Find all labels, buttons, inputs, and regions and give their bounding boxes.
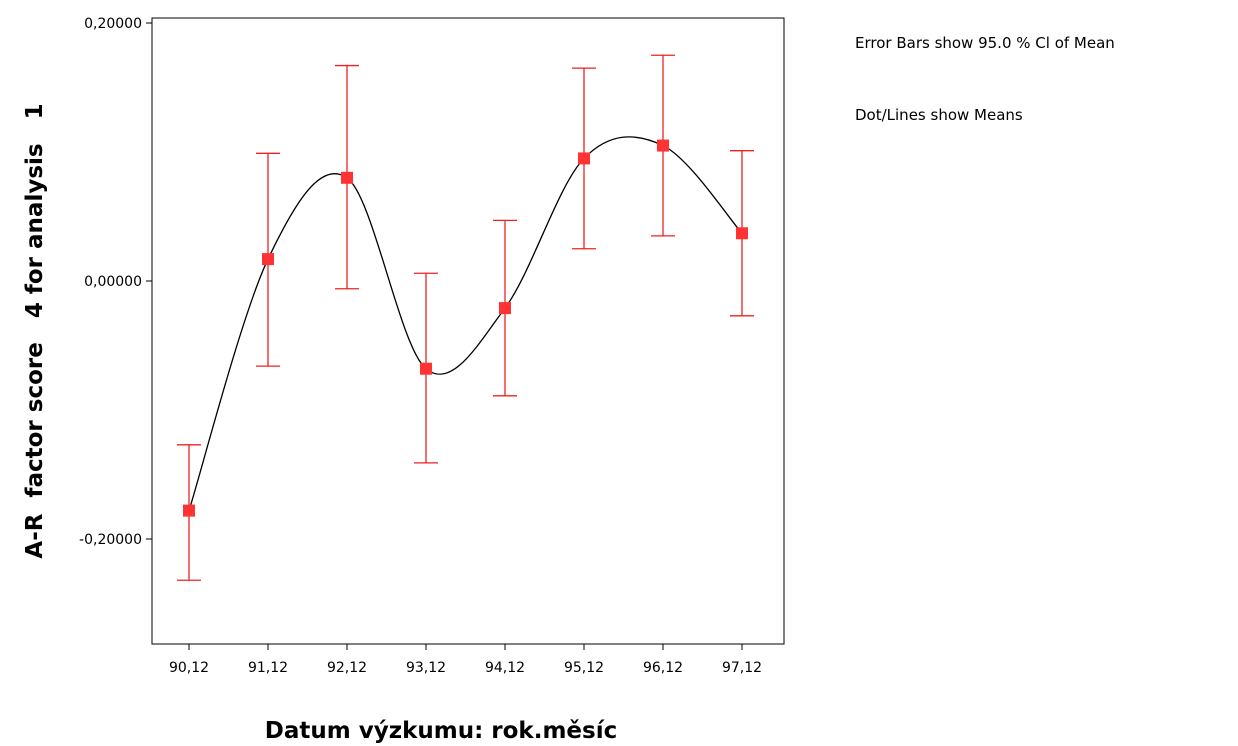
y-tick-label: 0,20000: [84, 16, 142, 32]
data-point-marker: [341, 171, 353, 184]
x-tick-label: 95,12: [564, 660, 604, 676]
data-point-marker: [657, 139, 669, 152]
data-point-marker: [262, 253, 274, 266]
x-tick-label: 97,12: [722, 660, 762, 676]
x-axis-title: Datum výzkumu: rok.měsíc: [265, 718, 618, 744]
data-point-marker: [183, 504, 195, 517]
x-tick-label: 93,12: [406, 660, 446, 676]
annotation-error-bars: Error Bars show 95.0 % Cl of Mean: [855, 34, 1115, 52]
x-tick-label: 92,12: [327, 660, 367, 676]
x-tick-label: 91,12: [248, 660, 288, 676]
y-axis-title: A-R factor score 4 for analysis 1: [22, 103, 48, 558]
x-tick-label: 94,12: [485, 660, 525, 676]
x-tick-label: 90,12: [169, 660, 209, 676]
y-tick-label: -0,20000: [79, 532, 142, 548]
y-tick-label: 0,00000: [84, 274, 142, 290]
data-point-marker: [736, 227, 748, 240]
x-axis: 90,12 91,12 92,12 93,12 94,12 95,12 96,12 97,12: [169, 644, 762, 676]
data-point-marker: [499, 302, 511, 315]
data-point-marker: [420, 362, 432, 375]
y-axis: 0,20000 0,00000 -0,20000: [79, 16, 152, 548]
annotation-dot-lines: Dot/Lines show Means: [855, 106, 1023, 124]
plot-frame: [151, 17, 785, 645]
series-line: [188, 136, 743, 511]
data-point-marker: [578, 152, 590, 165]
error-bars: [177, 54, 754, 581]
x-tick-label: 96,12: [643, 660, 683, 676]
data-points: [183, 139, 748, 517]
